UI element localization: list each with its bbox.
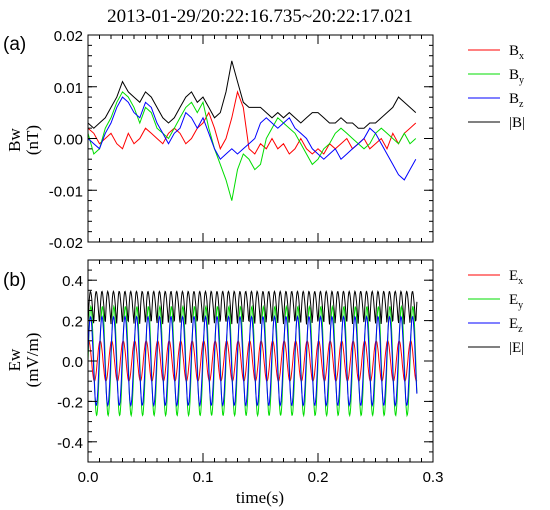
y-tick-label-a: -0.01 [49, 183, 83, 200]
legend-a: Bx By Bz |B| [468, 43, 525, 131]
chart-title: 2013-01-29/20:22:16.735~20:22:17.021 [107, 6, 413, 27]
panel-b-plot: 0.4 0.2 0.0 -0.2 -0.4 0.0 0.1 0.2 0.3 [57, 259, 444, 486]
legend-label: Ey [509, 292, 523, 311]
series-line-abs-babs- [87, 60, 417, 129]
y-tick-label-a: 0.01 [54, 80, 83, 97]
y-axis-label-a-unit: (nT) [23, 125, 42, 155]
series-line-by [87, 91, 417, 201]
legend-b: Ex Ey Ez |E| [468, 268, 524, 356]
series-line-ez [87, 314, 418, 408]
legend-label: Bx [509, 43, 524, 62]
legend-label: Bz [509, 91, 524, 110]
series-line-bz [87, 96, 417, 181]
legend-label: |E| [509, 340, 524, 356]
legend-label: Ex [509, 268, 523, 287]
x-tick-label: 0.1 [193, 469, 214, 486]
x-tick-label: 0.2 [308, 469, 329, 486]
y-tick-label-b: -0.2 [57, 394, 83, 411]
x-axis-label: time(s) [236, 488, 284, 507]
y-tick-label-a: 0.00 [54, 132, 83, 149]
y-axis-label-b: Ew (mV/m) [5, 333, 42, 388]
y-tick-label-a: -0.02 [49, 235, 83, 252]
y-axis-label-a-main: Bw [5, 127, 24, 151]
y-tick-label-a: 0.02 [54, 28, 83, 45]
panel-label-b: (b) [3, 270, 26, 291]
legend-label: By [509, 67, 524, 86]
x-tick-label: 0.3 [423, 469, 444, 486]
y-tick-label-b: -0.4 [57, 435, 83, 452]
y-tick-label-b: 0.0 [62, 354, 83, 371]
y-tick-label-b: 0.4 [62, 273, 83, 290]
y-axis-label-b-main: Ew [5, 348, 24, 371]
series-line-abs-eabs- [87, 289, 418, 325]
x-tick-label: 0.0 [78, 469, 99, 486]
y-axis-label-a: Bw (nT) [5, 125, 42, 155]
legend-label: Ez [509, 316, 523, 335]
panel-label-a: (a) [3, 34, 26, 55]
series-line-ex [87, 339, 418, 383]
y-axis-label-b-unit: (mV/m) [23, 333, 42, 388]
series-line-ey [87, 304, 418, 418]
legend-label: |B| [509, 115, 525, 131]
panel-a-plot: 0.02 0.01 0.00 -0.01 -0.02 [49, 28, 434, 252]
series-line-bx [87, 90, 417, 155]
y-tick-label-b: 0.2 [62, 314, 83, 331]
